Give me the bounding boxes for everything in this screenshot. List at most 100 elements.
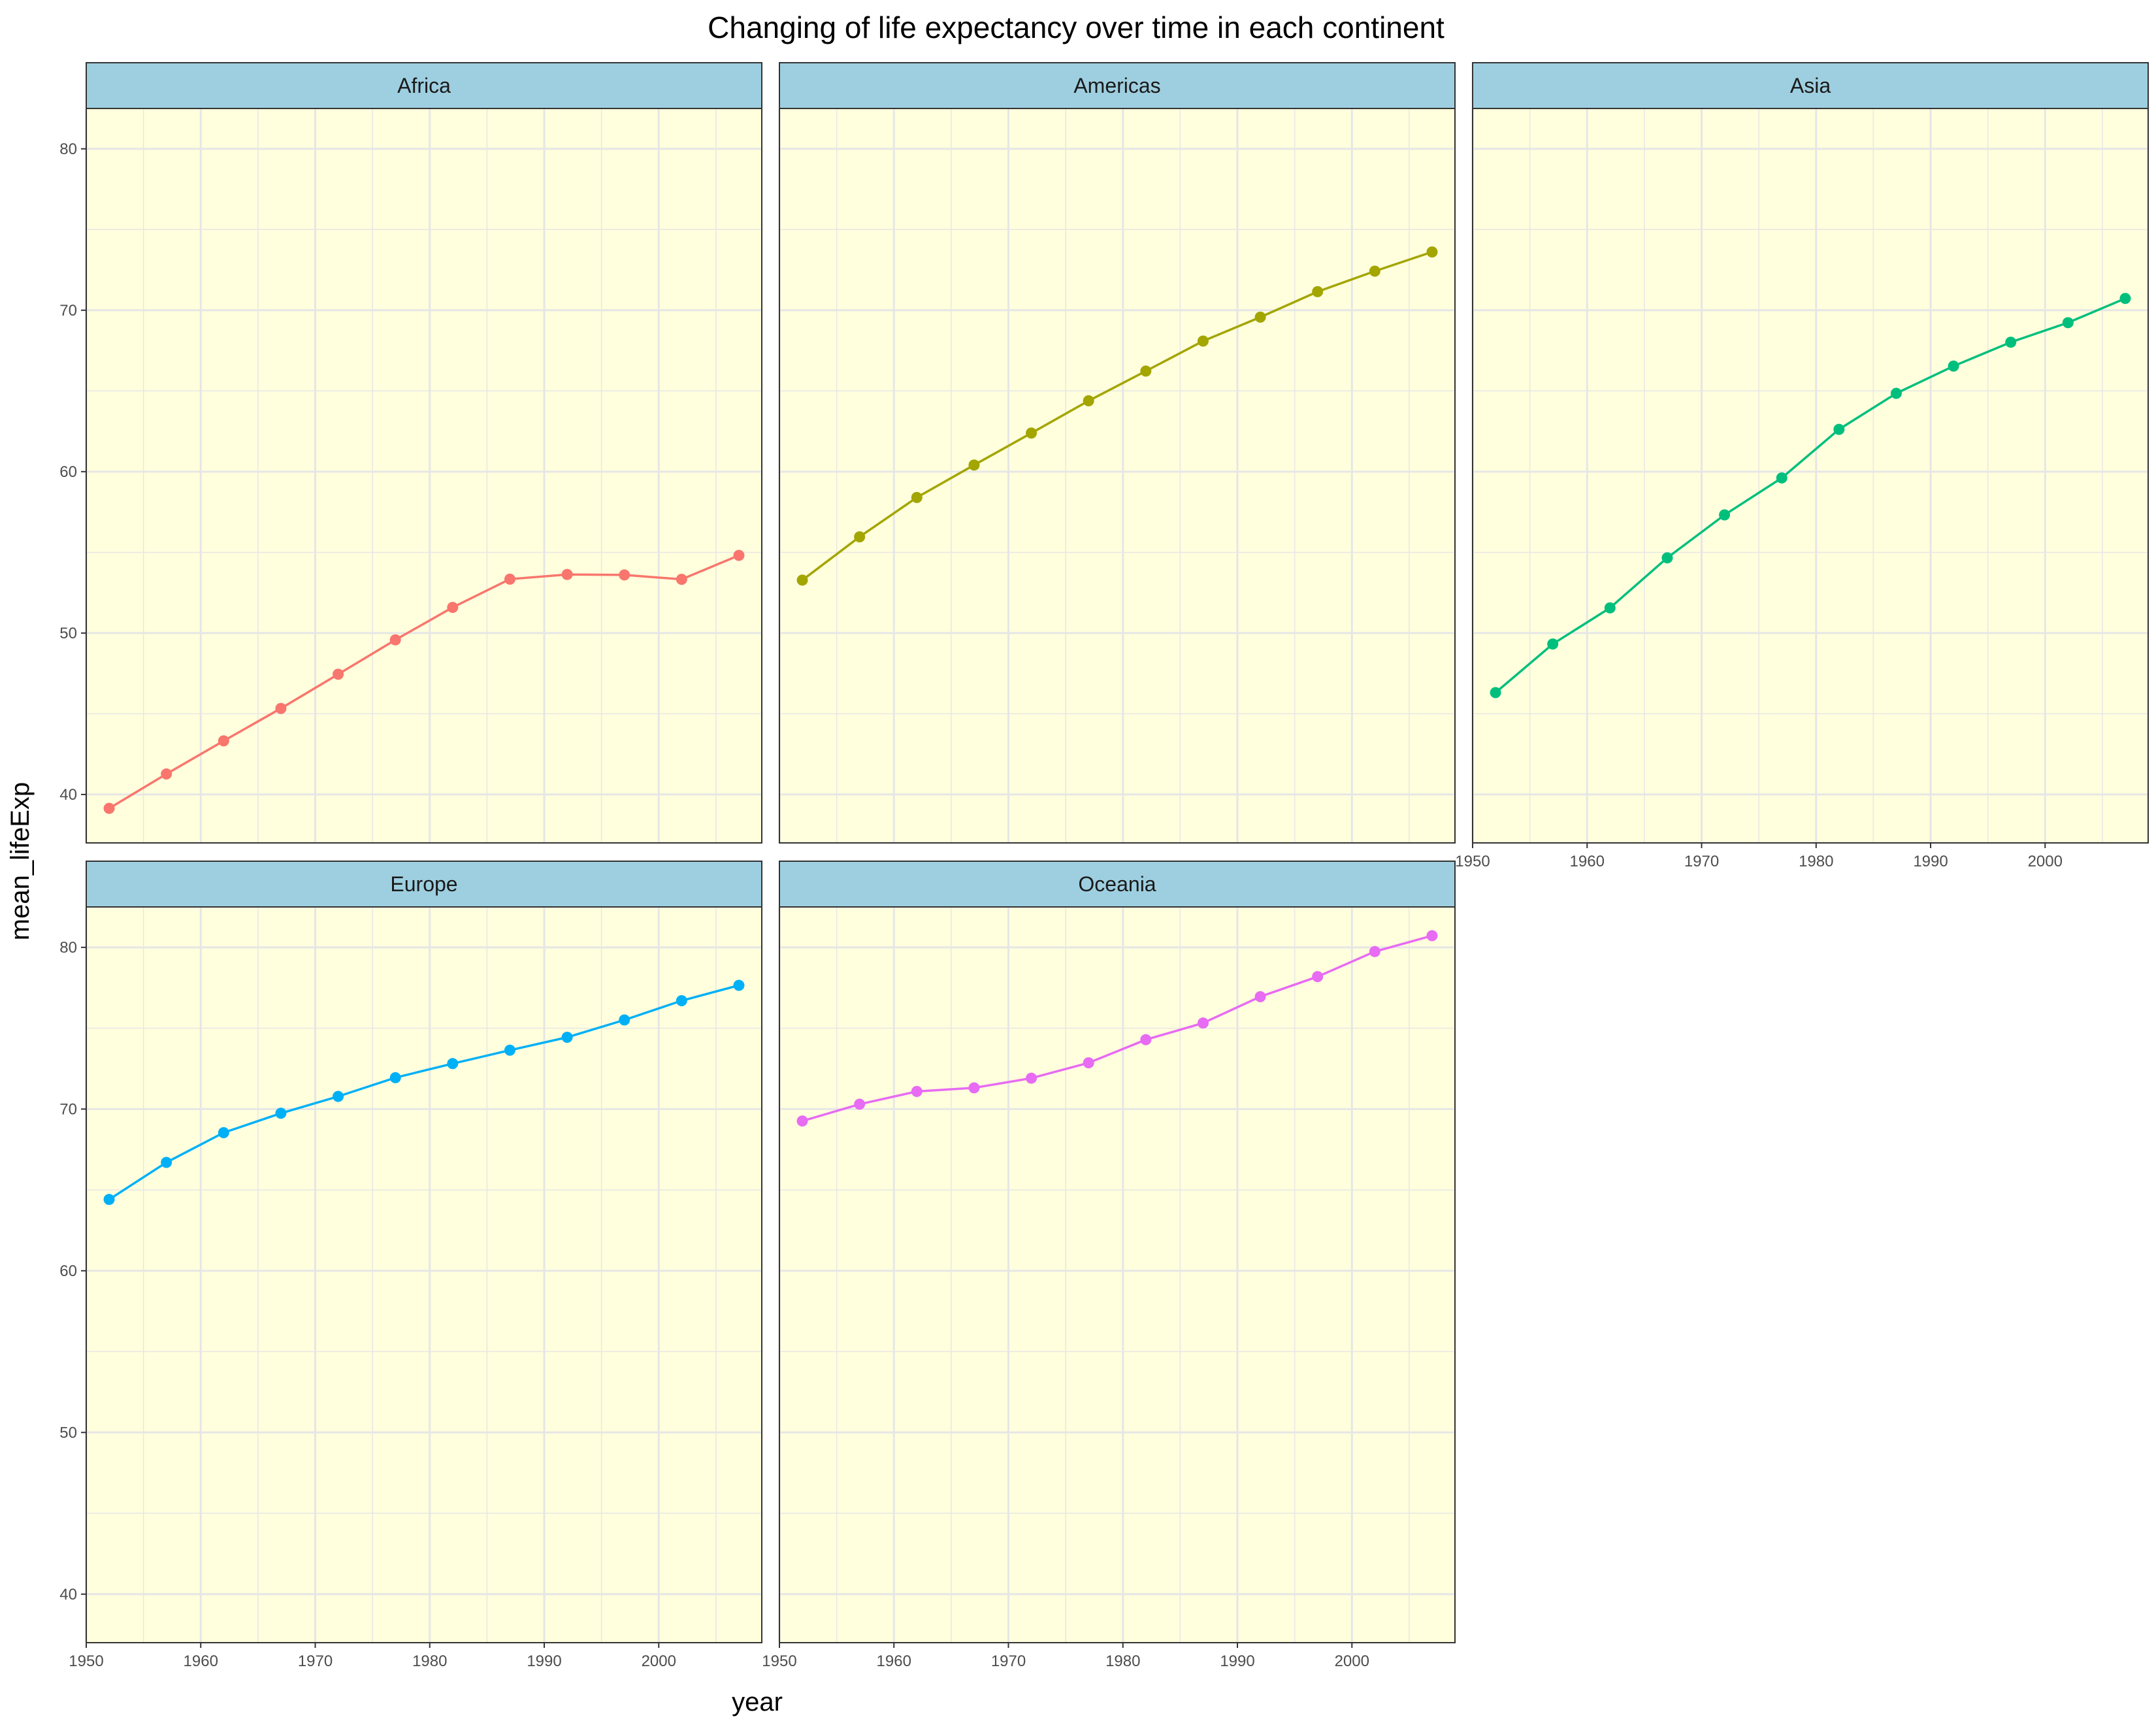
- data-point-oceania: [1369, 945, 1380, 957]
- x-tick-label: 1950: [1455, 853, 1490, 870]
- data-point-africa: [561, 568, 573, 580]
- facet-strip: [779, 861, 1456, 908]
- y-tick-label: 50: [59, 1424, 77, 1441]
- data-point-africa: [447, 602, 459, 614]
- facet-strip: [1472, 62, 2149, 109]
- x-tick-label: 1980: [1105, 1652, 1140, 1670]
- x-tick-label: 1980: [412, 1652, 447, 1670]
- y-tick-label: 60: [59, 463, 77, 481]
- data-point-africa: [619, 569, 630, 581]
- data-point-oceania: [1312, 971, 1324, 983]
- data-point-oceania: [1083, 1057, 1094, 1069]
- data-point-europe: [619, 1014, 630, 1026]
- data-point-oceania: [854, 1098, 866, 1110]
- data-point-africa: [161, 768, 172, 780]
- facet-panels: Africa 40 50 60 70 80 Americas Asia 1950 1960 1970…: [59, 62, 2149, 1670]
- panel-africa: Africa 40 50 60 70 80: [59, 62, 762, 844]
- series-line-oceania: [802, 934, 1433, 1123]
- facet-strip-label: Asia: [1790, 74, 1831, 97]
- data-point-africa: [733, 550, 745, 561]
- data-point-europe: [275, 1108, 287, 1119]
- series-line-asia: [1494, 297, 2126, 694]
- data-point-americas: [1083, 395, 1094, 406]
- data-point-africa: [389, 634, 401, 646]
- y-tick-label: 40: [59, 1586, 77, 1603]
- x-tick-label: 1990: [1220, 1652, 1254, 1670]
- panel-oceania: Oceania 1950 1960 1970 1980 1990 2000: [762, 861, 1456, 1670]
- data-point-oceania: [1140, 1034, 1152, 1045]
- data-point-americas: [911, 491, 923, 503]
- data-point-europe: [103, 1194, 115, 1206]
- data-point-americas: [854, 531, 866, 543]
- data-point-americas: [968, 459, 980, 471]
- data-point-europe: [161, 1157, 172, 1168]
- panel-americas: Americas: [778, 62, 1456, 844]
- data-point-africa: [218, 735, 229, 747]
- x-tick-label: 1970: [298, 1652, 333, 1670]
- data-point-oceania: [1426, 930, 1438, 942]
- panel-asia: Asia 1950 1960 1970 1980 1990 2000: [1455, 62, 2149, 870]
- y-tick-label: 70: [59, 302, 77, 320]
- data-point-asia: [2005, 337, 2017, 348]
- x-tick-label: 1980: [1799, 853, 1833, 870]
- data-point-africa: [275, 702, 287, 714]
- data-point-europe: [504, 1044, 515, 1056]
- facet-strip: [86, 861, 762, 908]
- data-point-americas: [796, 574, 808, 586]
- data-point-americas: [1140, 365, 1152, 377]
- panel-background: [86, 907, 762, 1643]
- x-tick-label: 2000: [1335, 1652, 1369, 1670]
- data-point-asia: [2119, 293, 2131, 304]
- data-point-africa: [504, 573, 515, 585]
- facet-strip: [86, 62, 762, 109]
- data-point-asia: [2062, 317, 2074, 329]
- y-tick-label: 80: [59, 939, 77, 957]
- y-tick-label: 60: [59, 1262, 77, 1280]
- panel-background: [86, 108, 762, 843]
- series-line-africa: [108, 554, 740, 810]
- data-point-americas: [1026, 427, 1037, 439]
- y-tick-label: 80: [59, 140, 77, 158]
- panel-background: [1473, 108, 2148, 843]
- facet-strip-label: Africa: [397, 74, 451, 97]
- data-point-asia: [1948, 360, 1959, 372]
- data-point-asia: [1604, 602, 1616, 614]
- data-point-europe: [447, 1058, 459, 1070]
- data-point-asia: [1547, 638, 1559, 650]
- data-point-africa: [333, 668, 344, 680]
- x-tick-label: 2000: [642, 1652, 676, 1670]
- data-point-europe: [733, 979, 745, 991]
- data-point-oceania: [1026, 1072, 1037, 1084]
- data-point-oceania: [1254, 991, 1266, 1002]
- data-point-europe: [218, 1126, 229, 1138]
- x-tick-label: 1990: [1913, 853, 1948, 870]
- data-point-oceania: [1197, 1017, 1209, 1029]
- y-tick-label: 50: [59, 625, 77, 642]
- x-tick-label: 1960: [184, 1652, 218, 1670]
- data-point-europe: [389, 1072, 401, 1083]
- data-point-oceania: [796, 1115, 808, 1127]
- data-point-asia: [1719, 509, 1731, 521]
- y-axis-title: mean_lifeExp: [6, 782, 35, 940]
- series-line-americas: [802, 250, 1433, 582]
- x-tick-label: 1970: [991, 1652, 1026, 1670]
- y-tick-label: 70: [59, 1100, 77, 1118]
- facet-strip-label: Americas: [1073, 74, 1160, 97]
- series-line-europe: [108, 984, 740, 1201]
- data-point-asia: [1776, 472, 1788, 484]
- x-axis-title: year: [732, 1688, 783, 1717]
- data-point-asia: [1490, 687, 1501, 698]
- data-point-asia: [1890, 387, 1902, 399]
- data-point-africa: [103, 802, 115, 814]
- data-point-asia: [1833, 423, 1845, 435]
- data-point-europe: [561, 1031, 573, 1043]
- data-point-oceania: [911, 1085, 923, 1097]
- facet-strip: [779, 62, 1456, 109]
- panel-background: [779, 108, 1455, 843]
- x-tick-label: 1950: [762, 1652, 796, 1670]
- data-point-asia: [1661, 552, 1673, 564]
- x-tick-label: 1960: [1570, 853, 1605, 870]
- x-tick-label: 2000: [2028, 853, 2063, 870]
- data-point-oceania: [968, 1082, 980, 1094]
